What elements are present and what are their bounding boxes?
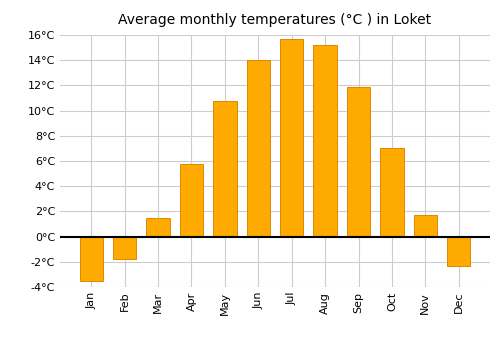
Bar (380, 148, 404, 237)
Bar (347, 87, 370, 237)
Bar (280, 39, 303, 237)
Bar (146, 218, 170, 237)
Bar (246, 60, 270, 237)
Bar (180, 163, 203, 237)
Bar (213, 100, 236, 237)
Title: Average monthly temperatures (°C ) in Loket: Average monthly temperatures (°C ) in Lo… (118, 13, 432, 27)
Bar (314, 45, 337, 237)
Bar (447, 237, 470, 266)
Bar (80, 237, 103, 281)
Bar (414, 215, 437, 237)
Bar (113, 237, 136, 259)
